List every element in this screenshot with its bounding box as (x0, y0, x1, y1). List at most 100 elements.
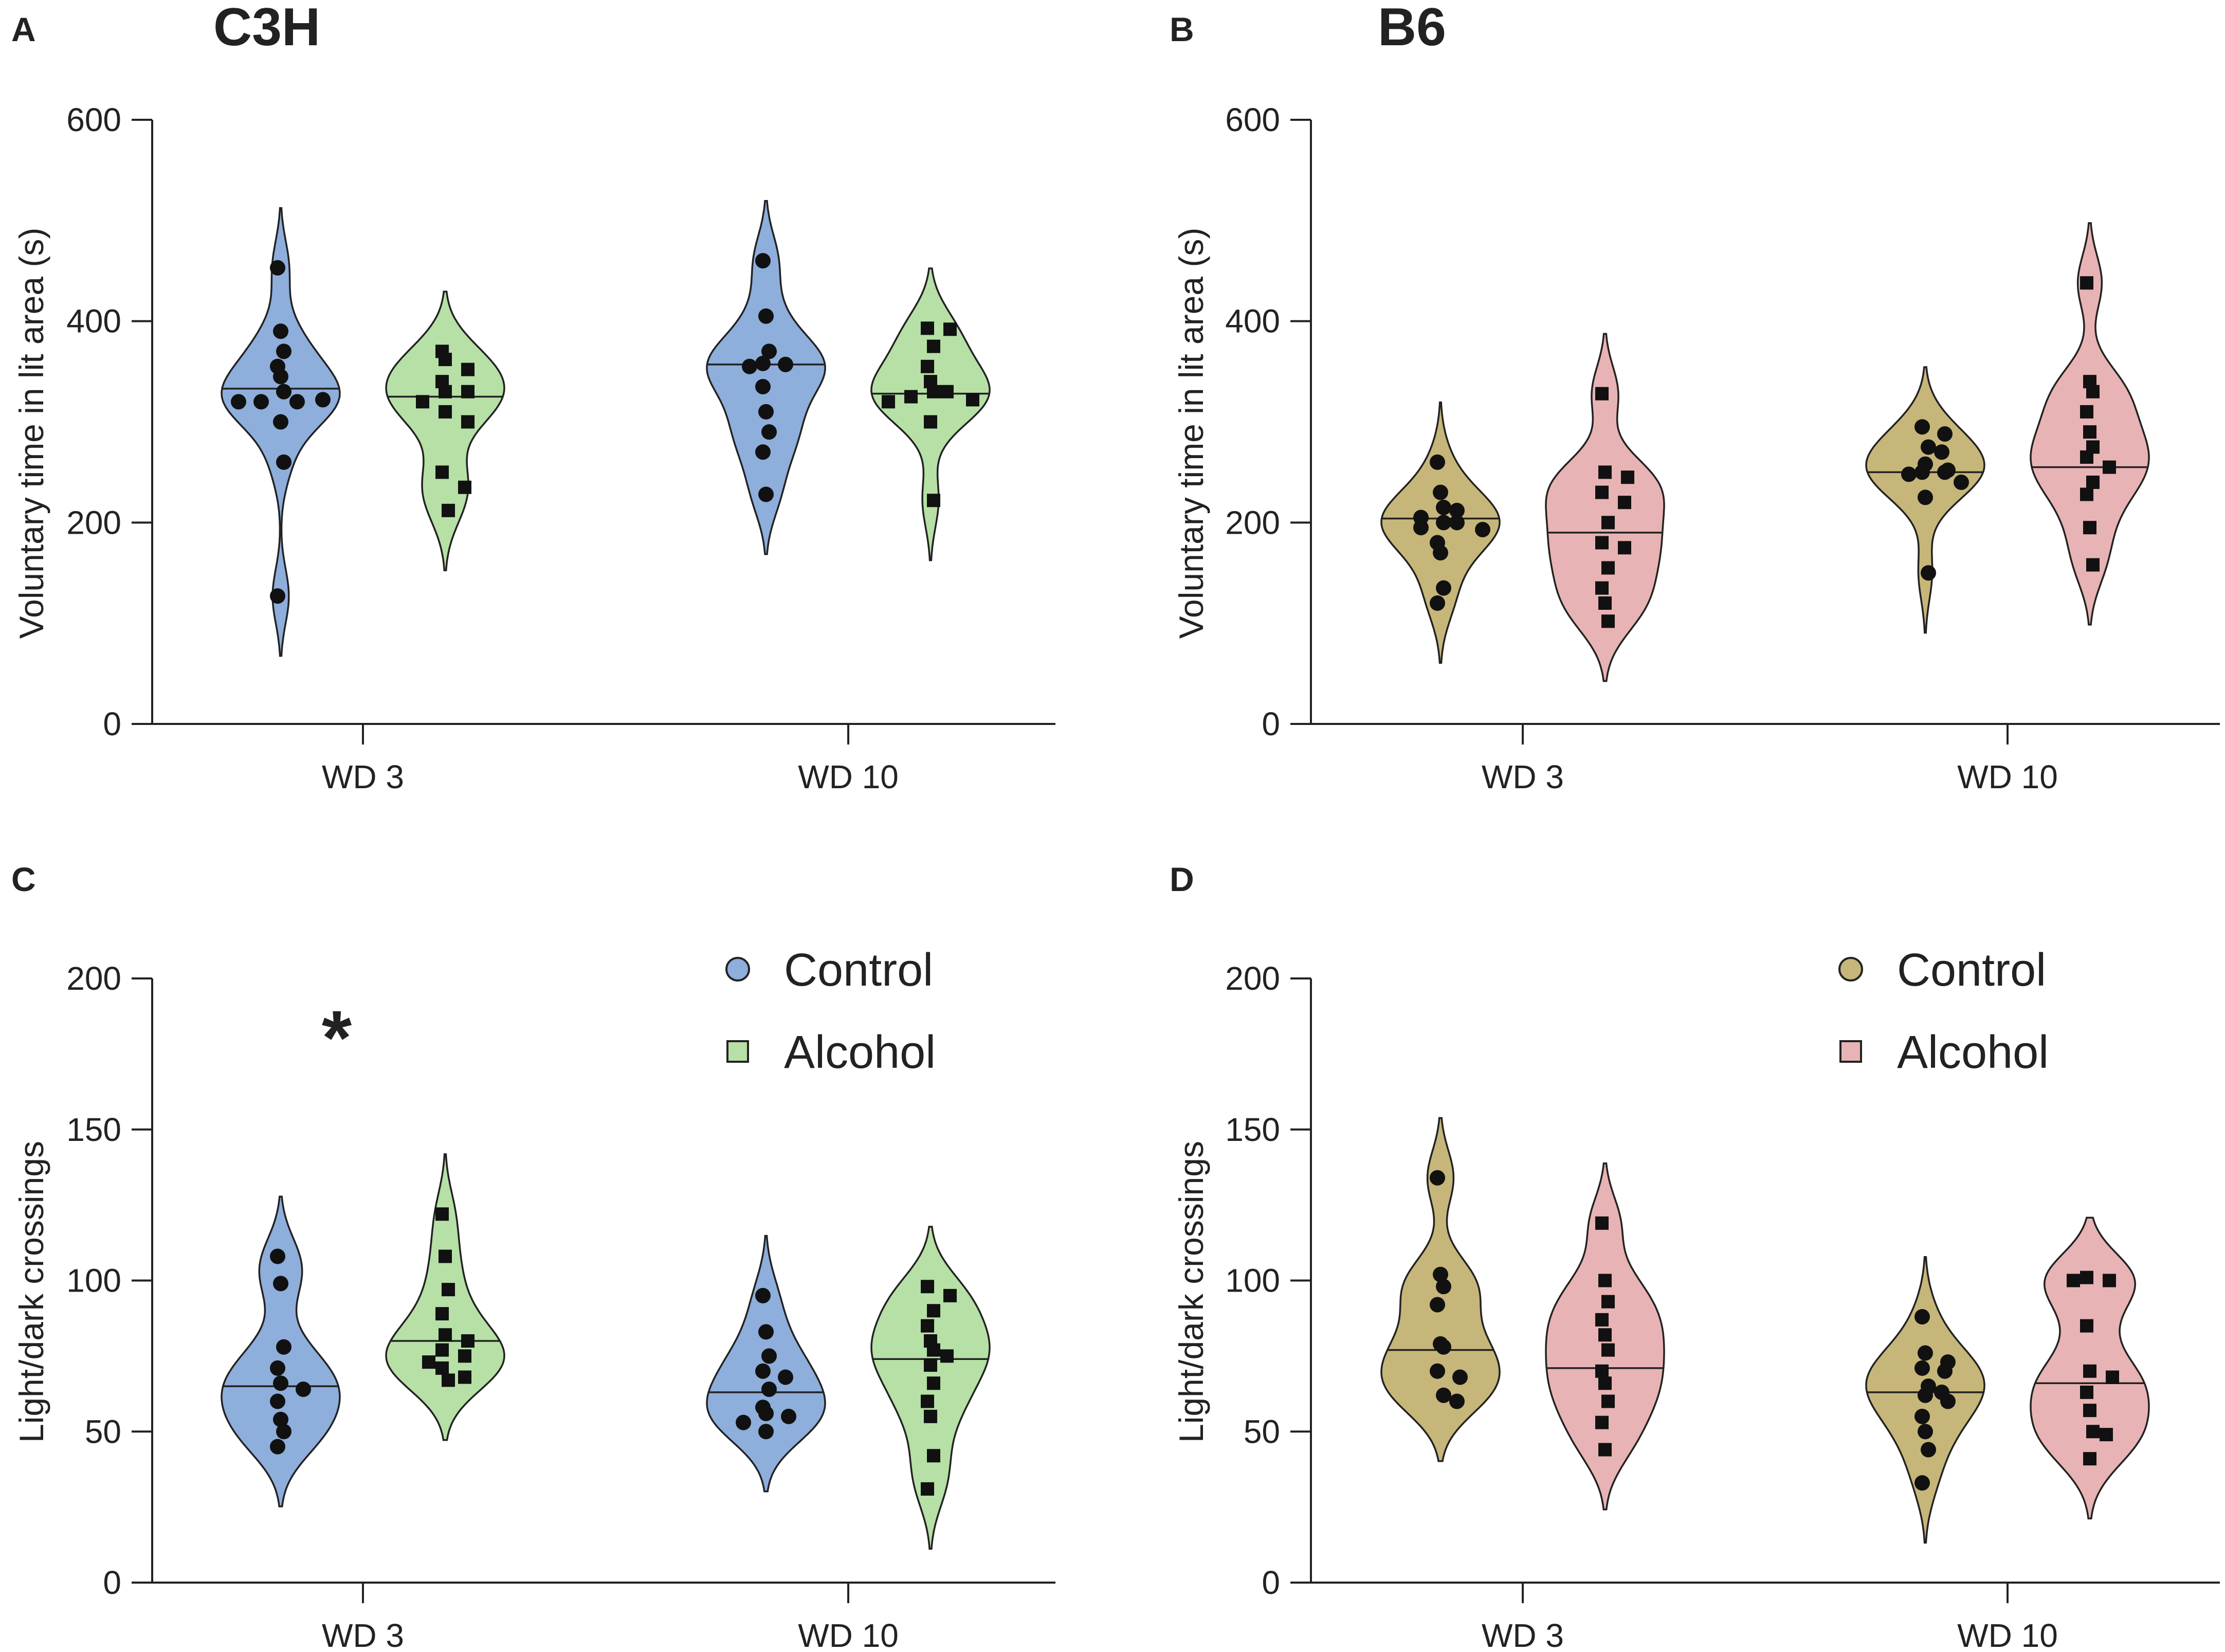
data-point (1436, 1339, 1451, 1355)
data-point (2083, 1404, 2096, 1418)
data-point (1914, 1408, 1930, 1424)
data-point (2083, 1452, 2096, 1466)
data-point (1595, 1415, 1609, 1429)
data-point (1914, 419, 1930, 435)
data-point (758, 1406, 774, 1421)
data-point (296, 1382, 311, 1397)
data-point (1601, 614, 1615, 628)
y-tick-label: 0 (103, 1564, 121, 1601)
data-point (461, 415, 475, 429)
data-point (1598, 1376, 1612, 1390)
data-point (2083, 521, 2096, 535)
data-point (1413, 520, 1429, 536)
data-point (1914, 1360, 1930, 1376)
y-tick-label: 100 (66, 1262, 121, 1299)
data-point (2103, 1274, 2116, 1287)
data-point (442, 503, 455, 517)
data-point (276, 1424, 291, 1440)
data-point (439, 405, 452, 419)
data-point (273, 1375, 288, 1391)
panel-a: A C3H 0 200 400 600 Voluntary time in lit area… (11, 0, 1055, 795)
y-tick-label: 50 (85, 1413, 121, 1450)
data-point (1934, 444, 1949, 460)
data-point (924, 415, 937, 429)
data-point (2106, 1370, 2119, 1384)
data-point (1436, 1387, 1451, 1403)
data-point (1918, 1345, 1933, 1361)
y-tick-label: 0 (103, 705, 121, 742)
data-point (758, 1424, 774, 1440)
data-point (755, 355, 771, 371)
data-point (2083, 1364, 2096, 1378)
data-point (270, 260, 285, 276)
data-point (1618, 541, 1631, 555)
data-point (270, 1360, 285, 1376)
data-point (2083, 425, 2096, 439)
data-point (778, 356, 793, 372)
data-point (2086, 476, 2100, 489)
data-point (755, 253, 771, 269)
panel-c: C 0 50 100 150 200 Light/dark crossings WD 3 WD … (11, 860, 1055, 1652)
data-point (1918, 489, 1933, 505)
x-tick-label: WD 10 (1957, 758, 2058, 795)
data-point (1598, 465, 1612, 479)
panel-letter: B (1170, 10, 1194, 48)
data-point (435, 1307, 449, 1321)
data-point (1433, 484, 1448, 500)
x-tick-label: WD 3 (1482, 758, 1564, 795)
y-tick-label: 400 (1225, 303, 1280, 340)
data-point (1921, 565, 1936, 581)
data-point (1901, 466, 1917, 482)
data-point (435, 1343, 449, 1357)
y-tick-label: 200 (66, 504, 121, 541)
data-point (1598, 1328, 1612, 1342)
data-point (1601, 1394, 1615, 1408)
data-point (1449, 1393, 1465, 1409)
data-point (761, 1382, 777, 1397)
data-point (755, 1287, 771, 1303)
data-point (2086, 558, 2100, 572)
data-point (270, 1393, 285, 1409)
data-point (289, 394, 305, 410)
data-point (276, 343, 291, 359)
data-point (276, 454, 291, 470)
x-tick-label: WD 3 (322, 1617, 404, 1652)
data-point (921, 321, 934, 335)
legend-label: Alcohol (1897, 1027, 2049, 1078)
data-point (1595, 1364, 1609, 1378)
data-point (1954, 475, 1969, 490)
y-tick-label: 600 (1225, 101, 1280, 138)
data-point (1433, 1266, 1448, 1282)
y-axis-label: Voluntary time in lit area (s) (1172, 228, 1210, 639)
data-point (927, 1376, 940, 1390)
data-point (2080, 450, 2093, 464)
data-point (761, 424, 777, 440)
panel-b: B B6 0 200 400 600 Voluntary time in lit area … (1170, 0, 2220, 795)
violin-alcohol (385, 291, 505, 571)
data-point (2086, 385, 2100, 398)
data-point (1436, 1279, 1451, 1295)
data-point (461, 385, 475, 398)
data-point (758, 486, 774, 502)
x-tick-label: WD 10 (798, 758, 899, 795)
y-axis-label: Light/dark crossings (12, 1141, 50, 1443)
data-point (1430, 1297, 1445, 1313)
data-point (1595, 581, 1609, 595)
data-point (1918, 1424, 1933, 1440)
data-point (921, 1280, 934, 1294)
data-point (1914, 1475, 1930, 1491)
data-point (439, 385, 452, 398)
data-point (2080, 1319, 2093, 1333)
data-point (927, 339, 940, 353)
data-point (927, 1304, 940, 1318)
data-point (921, 1482, 934, 1496)
data-point (2080, 1385, 2093, 1399)
data-point (1430, 1170, 1445, 1186)
data-point (927, 385, 940, 398)
data-point (461, 362, 475, 376)
y-tick-label: 50 (1244, 1413, 1280, 1450)
data-point (1914, 464, 1930, 480)
data-point (1914, 1309, 1930, 1324)
data-point (1433, 545, 1448, 561)
significance-star: * (322, 994, 352, 1081)
